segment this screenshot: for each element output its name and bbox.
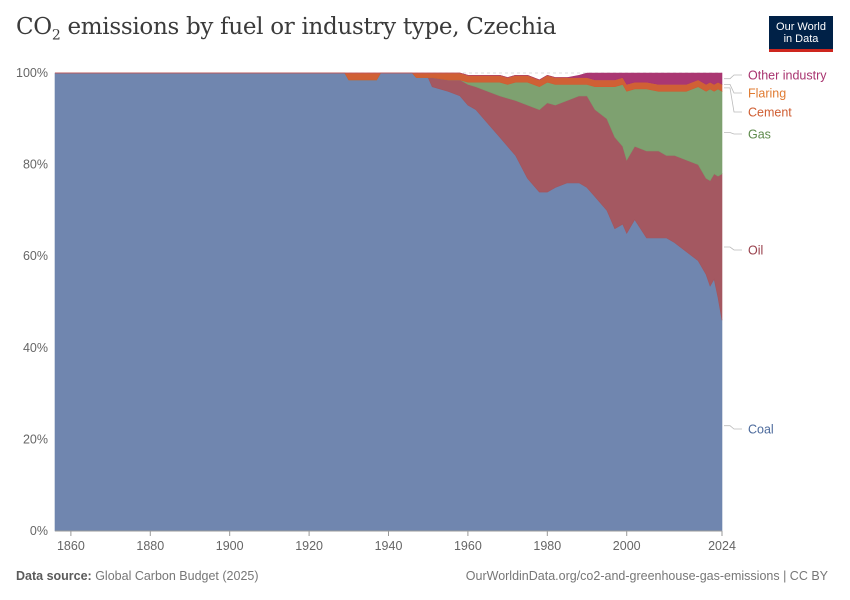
x-tick-label: 1880: [136, 539, 164, 553]
x-tick-label: 2000: [613, 539, 641, 553]
legend-connector: [724, 84, 742, 94]
legend-connector: [724, 74, 742, 80]
owid-logo[interactable]: Our World in Data: [769, 16, 833, 52]
x-tick-label: 1920: [295, 539, 323, 553]
logo-line-2: in Data: [783, 33, 819, 45]
x-tick-label: 1940: [375, 539, 403, 553]
data-source: Data source: Global Carbon Budget (2025): [16, 569, 259, 583]
legend-connector: [724, 246, 742, 251]
area-other-industry[interactable]: [55, 72, 723, 85]
legend-label-other-industry[interactable]: Other industry: [748, 69, 827, 83]
x-tick-label: 1980: [533, 539, 561, 553]
x-tick-label: 1860: [57, 539, 85, 553]
legend-label-coal[interactable]: Coal: [748, 423, 774, 437]
x-tick-label: 1900: [216, 539, 244, 553]
legend-label-flaring[interactable]: Flaring: [748, 87, 786, 101]
legend-connector: [724, 87, 742, 113]
y-tick-label: 100%: [16, 66, 48, 80]
logo-line-1: Our World: [776, 21, 826, 33]
legend-label-oil[interactable]: Oil: [748, 244, 763, 258]
x-tick-label: 1960: [454, 539, 482, 553]
footer-link-block: OurWorldinData.org/co2-and-greenhouse-ga…: [465, 569, 828, 583]
x-tick-label: 2024: [708, 539, 736, 553]
source-link[interactable]: OurWorldinData.org/co2-and-greenhouse-ga…: [465, 569, 780, 583]
legend-connector: [724, 425, 742, 430]
y-tick-label: 60%: [23, 249, 48, 263]
y-tick-label: 0%: [30, 524, 48, 538]
y-tick-label: 20%: [23, 432, 48, 446]
y-tick-label: 80%: [23, 158, 48, 172]
legend-label-cement[interactable]: Cement: [748, 106, 792, 120]
legend-label-gas[interactable]: Gas: [748, 128, 771, 142]
y-tick-label: 40%: [23, 341, 48, 355]
legend-connector: [724, 132, 742, 135]
chart-title: CO2 emissions by fuel or industry type, …: [16, 14, 557, 44]
